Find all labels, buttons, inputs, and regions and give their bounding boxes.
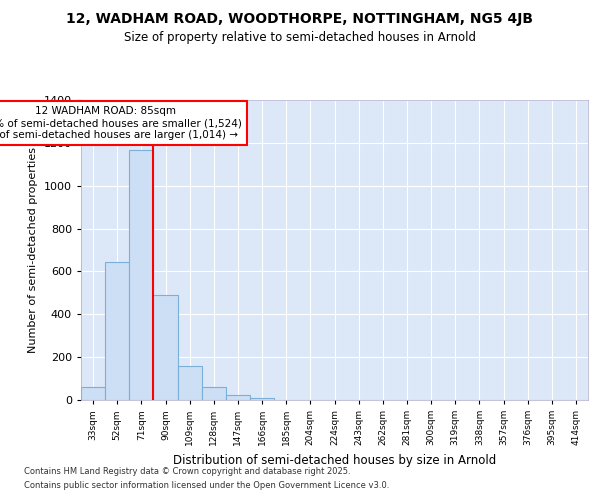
Y-axis label: Number of semi-detached properties: Number of semi-detached properties bbox=[28, 147, 38, 353]
Text: Contains public sector information licensed under the Open Government Licence v3: Contains public sector information licen… bbox=[24, 481, 389, 490]
Bar bbox=[154, 295, 178, 400]
Bar bbox=[250, 398, 274, 400]
Text: 12 WADHAM ROAD: 85sqm
← 59% of semi-detached houses are smaller (1,524)
39% of s: 12 WADHAM ROAD: 85sqm ← 59% of semi-deta… bbox=[0, 106, 242, 140]
Bar bbox=[178, 366, 202, 400]
Text: Contains HM Land Registry data © Crown copyright and database right 2025.: Contains HM Land Registry data © Crown c… bbox=[24, 467, 350, 476]
Bar bbox=[81, 387, 105, 400]
Bar bbox=[202, 387, 226, 400]
Bar bbox=[105, 262, 129, 400]
Text: Size of property relative to semi-detached houses in Arnold: Size of property relative to semi-detach… bbox=[124, 31, 476, 44]
Bar bbox=[129, 150, 154, 400]
Text: 12, WADHAM ROAD, WOODTHORPE, NOTTINGHAM, NG5 4JB: 12, WADHAM ROAD, WOODTHORPE, NOTTINGHAM,… bbox=[67, 12, 533, 26]
Bar bbox=[226, 394, 250, 400]
X-axis label: Distribution of semi-detached houses by size in Arnold: Distribution of semi-detached houses by … bbox=[173, 454, 496, 466]
